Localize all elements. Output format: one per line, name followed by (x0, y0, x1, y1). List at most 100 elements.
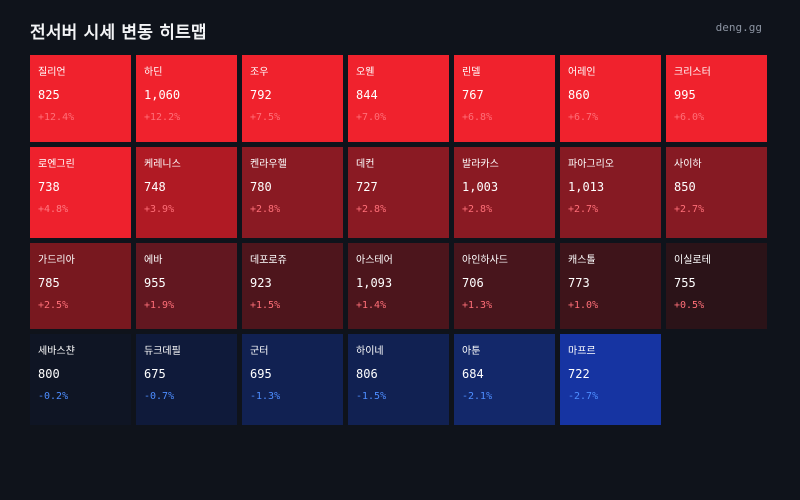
server-name: 린델 (462, 67, 481, 78)
server-price: 806 (356, 367, 378, 381)
server-price: 1,093 (356, 276, 393, 290)
server-name: 조우 (250, 67, 269, 78)
server-price: 1,013 (568, 180, 605, 194)
server-name: 로엔그린 (38, 159, 75, 170)
server-price: 706 (462, 276, 484, 290)
server-price: 995 (674, 88, 696, 102)
server-price: 955 (144, 276, 166, 290)
server-name: 데컨 (356, 159, 375, 170)
price-change: -1.5% (356, 391, 387, 402)
heatmap-cell[interactable]: 아툰 684 -2.1% (454, 334, 555, 425)
heatmap-cell[interactable]: 아스테어 1,093 +1.4% (348, 243, 449, 329)
server-price: 722 (568, 367, 590, 381)
server-name: 켄라우헬 (250, 159, 287, 170)
heatmap-cell[interactable]: 데컨 727 +2.8% (348, 147, 449, 238)
server-price: 684 (462, 367, 484, 381)
heatmap-cell[interactable]: 사이하 850 +2.7% (666, 147, 767, 238)
server-price: 923 (250, 276, 272, 290)
server-price: 844 (356, 88, 378, 102)
server-name: 오웬 (356, 67, 375, 78)
price-change: +6.0% (674, 112, 705, 123)
server-name: 캐스톨 (568, 255, 596, 266)
price-change: +0.5% (674, 300, 705, 311)
heatmap-cell[interactable]: 이실로테 755 +0.5% (666, 243, 767, 329)
price-change: +2.5% (38, 300, 69, 311)
heatmap-cell[interactable]: 가드리아 785 +2.5% (30, 243, 131, 329)
server-price: 755 (674, 276, 696, 290)
server-name: 케레니스 (144, 159, 181, 170)
server-price: 727 (356, 180, 378, 194)
heatmap-cell[interactable]: 에바 955 +1.9% (136, 243, 237, 329)
price-change: +2.7% (568, 204, 599, 215)
server-price: 695 (250, 367, 272, 381)
server-price: 738 (38, 180, 60, 194)
price-change: +4.8% (38, 204, 69, 215)
server-price: 792 (250, 88, 272, 102)
price-change: -2.7% (568, 391, 599, 402)
heatmap-cell[interactable]: 아인하사드 706 +1.3% (454, 243, 555, 329)
price-change: +1.0% (568, 300, 599, 311)
heatmap-cell[interactable]: 마프르 722 -2.7% (560, 334, 661, 425)
server-name: 사이하 (674, 159, 702, 170)
server-name: 아스테어 (356, 255, 393, 266)
server-name: 세바스챤 (38, 346, 75, 357)
server-price: 825 (38, 88, 60, 102)
heatmap-cell[interactable]: 켄라우헬 780 +2.8% (242, 147, 343, 238)
server-name: 듀크데필 (144, 346, 181, 357)
server-name: 아툰 (462, 346, 481, 357)
price-change: -1.3% (250, 391, 281, 402)
heatmap-cell[interactable]: 조우 792 +7.5% (242, 55, 343, 142)
server-name: 아인하사드 (462, 255, 508, 266)
heatmap-cell[interactable]: 하이네 806 -1.5% (348, 334, 449, 425)
price-change: +1.9% (144, 300, 175, 311)
price-change: -0.2% (38, 391, 69, 402)
price-change: +2.8% (356, 204, 387, 215)
heatmap-cell[interactable]: 세바스챤 800 -0.2% (30, 334, 131, 425)
price-change: +1.3% (462, 300, 493, 311)
header: 전서버 시세 변동 히트맵 deng.gg (30, 18, 770, 43)
empty-cell (666, 334, 767, 425)
price-change: +7.5% (250, 112, 281, 123)
server-name: 가드리아 (38, 255, 75, 266)
heatmap-cell[interactable]: 오웬 844 +7.0% (348, 55, 449, 142)
heatmap-cell[interactable]: 하딘 1,060 +12.2% (136, 55, 237, 142)
heatmap-cell[interactable]: 파아그리오 1,013 +2.7% (560, 147, 661, 238)
server-name: 발라카스 (462, 159, 499, 170)
heatmap-cell[interactable]: 듀크데필 675 -0.7% (136, 334, 237, 425)
server-price: 748 (144, 180, 166, 194)
server-name: 이실로테 (674, 255, 711, 266)
heatmap-cell[interactable]: 린델 767 +6.8% (454, 55, 555, 142)
server-name: 질리언 (38, 67, 66, 78)
heatmap-cell[interactable]: 로엔그린 738 +4.8% (30, 147, 131, 238)
page-title: 전서버 시세 변동 히트맵 (30, 23, 207, 43)
server-name: 군터 (250, 346, 269, 357)
price-change: -0.7% (144, 391, 175, 402)
server-price: 800 (38, 367, 60, 381)
server-name: 데포로쥬 (250, 255, 287, 266)
brand-label: deng.gg (715, 21, 762, 34)
heatmap-cell[interactable]: 크리스터 995 +6.0% (666, 55, 767, 142)
server-price: 773 (568, 276, 590, 290)
price-change: +12.4% (38, 112, 75, 123)
heatmap-cell[interactable]: 질리언 825 +12.4% (30, 55, 131, 142)
price-change: +2.8% (250, 204, 281, 215)
price-change: +12.2% (144, 112, 181, 123)
server-name: 하딘 (144, 67, 163, 78)
server-name: 어레인 (568, 67, 596, 78)
price-change: +2.8% (462, 204, 493, 215)
server-name: 파아그리오 (568, 159, 614, 170)
price-change: -2.1% (462, 391, 493, 402)
heatmap-cell[interactable]: 어레인 860 +6.7% (560, 55, 661, 142)
server-price: 785 (38, 276, 60, 290)
heatmap-cell[interactable]: 캐스톨 773 +1.0% (560, 243, 661, 329)
heatmap-cell[interactable]: 군터 695 -1.3% (242, 334, 343, 425)
server-name: 마프르 (568, 346, 596, 357)
price-change: +1.4% (356, 300, 387, 311)
server-price: 767 (462, 88, 484, 102)
heatmap-cell[interactable]: 케레니스 748 +3.9% (136, 147, 237, 238)
heatmap-cell[interactable]: 데포로쥬 923 +1.5% (242, 243, 343, 329)
price-change: +1.5% (250, 300, 281, 311)
price-change: +2.7% (674, 204, 705, 215)
price-change: +6.7% (568, 112, 599, 123)
heatmap-cell[interactable]: 발라카스 1,003 +2.8% (454, 147, 555, 238)
